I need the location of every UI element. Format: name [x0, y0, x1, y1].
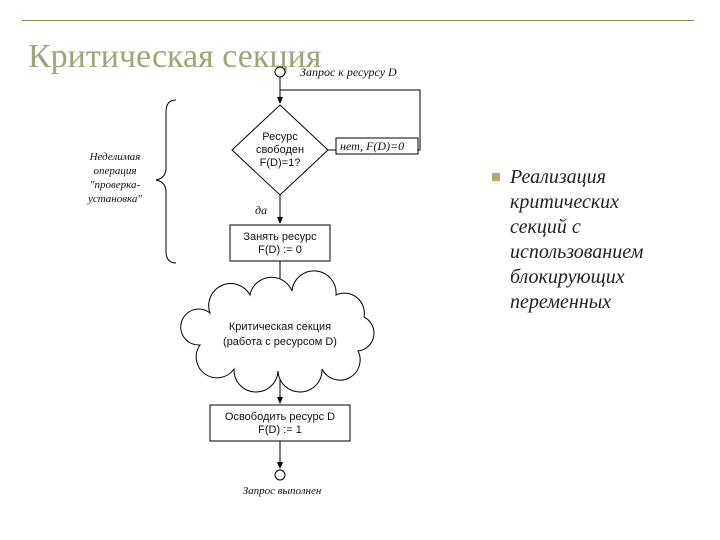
left-note-l1: Неделимая — [89, 151, 141, 163]
atomic-bracket — [156, 100, 176, 263]
start-label: Запрос к ресурсу D — [300, 65, 397, 79]
end-label: Запрос выполнен — [243, 485, 322, 497]
left-note-l4: установка" — [87, 193, 142, 205]
decision-l3: F(D)=1? — [260, 157, 301, 169]
decision-l2: свободен — [256, 144, 304, 156]
no-branch-label: нет, F(D)=0 — [340, 139, 404, 153]
decision-l1: Ресурс — [262, 131, 298, 143]
end-node — [275, 470, 285, 480]
flowchart: Запрос к ресурсу D Ресурс свободен F(D)=… — [0, 0, 720, 540]
start-node — [275, 67, 285, 77]
yes-branch-label: да — [255, 203, 267, 217]
critical-l1: Критическая секция — [229, 321, 331, 333]
release-l2: F(D) := 1 — [258, 424, 302, 436]
critical-l2: (работа с ресурсом D) — [223, 336, 337, 348]
left-note-l2: операция — [94, 165, 137, 177]
left-note-l3: "проверка- — [90, 179, 141, 191]
release-l1: Освободить ресурс D — [225, 411, 335, 423]
occupy-l2: F(D) := 0 — [258, 244, 302, 256]
occupy-l1: Занять ресурс — [243, 231, 317, 243]
